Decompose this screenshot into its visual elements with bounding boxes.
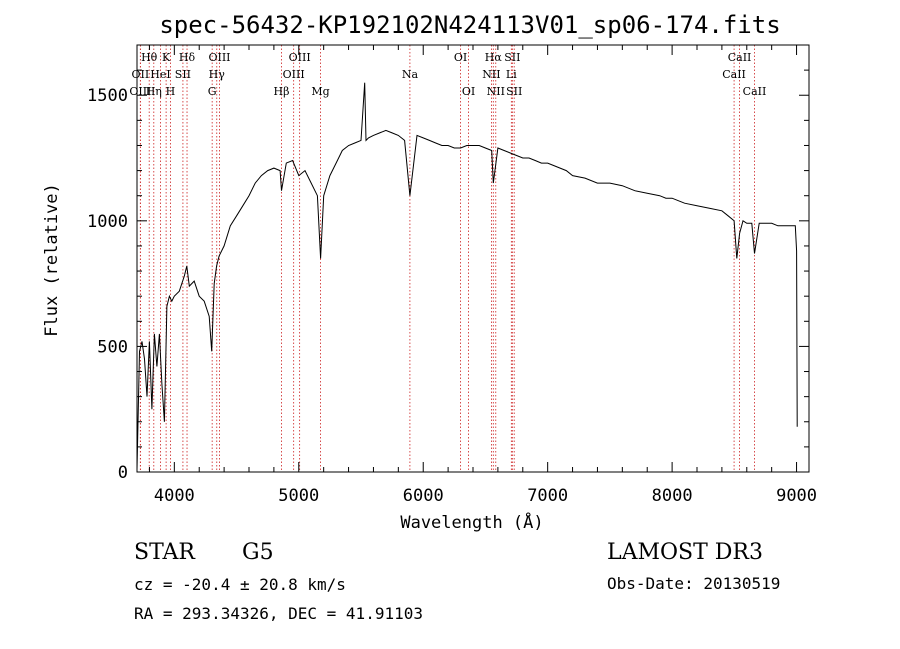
x-tick-label: 9000 xyxy=(776,486,817,506)
line-label: OIII xyxy=(289,51,311,64)
survey-name: LAMOST DR3 xyxy=(607,540,763,565)
line-label: CaII xyxy=(743,85,767,98)
y-axis-label: Flux (relative) xyxy=(42,183,62,337)
line-label: SII xyxy=(506,85,522,98)
line-label: OII xyxy=(132,68,150,81)
object-subclass: G5 xyxy=(242,540,274,565)
x-tick-label: 4000 xyxy=(154,486,195,506)
x-tick-label: 6000 xyxy=(403,486,444,506)
line-label: Hη xyxy=(146,85,162,98)
ra-dec-coords: RA = 293.34326, DEC = 41.91103 xyxy=(134,604,423,623)
y-tick-label: 1500 xyxy=(87,86,128,106)
y-tick-label: 0 xyxy=(118,463,128,483)
line-label: Hθ xyxy=(141,51,158,64)
line-label: Hβ xyxy=(274,85,290,98)
y-tick-label: 1000 xyxy=(87,212,128,232)
line-label: OI xyxy=(462,85,475,98)
line-label: CaII xyxy=(728,51,752,64)
line-label: H xyxy=(166,85,176,98)
line-label: HeI xyxy=(150,68,170,81)
line-label: K xyxy=(162,51,171,64)
x-axis-ticks: 4000 5000 6000 7000 8000 9000 xyxy=(148,45,817,506)
line-label: Mg xyxy=(311,85,329,98)
line-label: CaII xyxy=(722,68,746,81)
line-label: OIII xyxy=(208,51,230,64)
line-label: Hγ xyxy=(209,68,226,81)
x-tick-label: 5000 xyxy=(278,486,319,506)
plot-frame xyxy=(136,44,810,473)
spectral-line-markers xyxy=(139,45,755,472)
spectrum-line xyxy=(136,82,798,470)
x-tick-label: 8000 xyxy=(652,486,693,506)
line-label: G xyxy=(208,85,217,98)
line-label: SII xyxy=(175,68,191,81)
object-class: STAR xyxy=(134,540,196,565)
x-tick-label: 7000 xyxy=(527,486,568,506)
redshift-cz: cz = -20.4 ± 20.8 km/s xyxy=(134,575,346,594)
x-axis-label: Wavelength (Å) xyxy=(400,511,543,533)
line-label: OIII xyxy=(283,68,305,81)
line-label: NII xyxy=(487,85,505,98)
line-label: Hα xyxy=(485,51,503,64)
chart-title: spec-56432-KP192102N424113V01_sp06-174.f… xyxy=(159,11,780,39)
line-label: OI xyxy=(454,51,467,64)
line-label: Na xyxy=(402,68,419,81)
obs-date: Obs-Date: 20130519 xyxy=(607,574,780,593)
y-tick-label: 500 xyxy=(97,337,128,357)
line-label: NII xyxy=(482,68,500,81)
line-label: Hδ xyxy=(179,51,196,64)
y-axis-ticks: 0 500 1000 1500 xyxy=(87,44,809,483)
line-label: Li xyxy=(506,68,517,81)
line-label: SII xyxy=(504,51,520,64)
